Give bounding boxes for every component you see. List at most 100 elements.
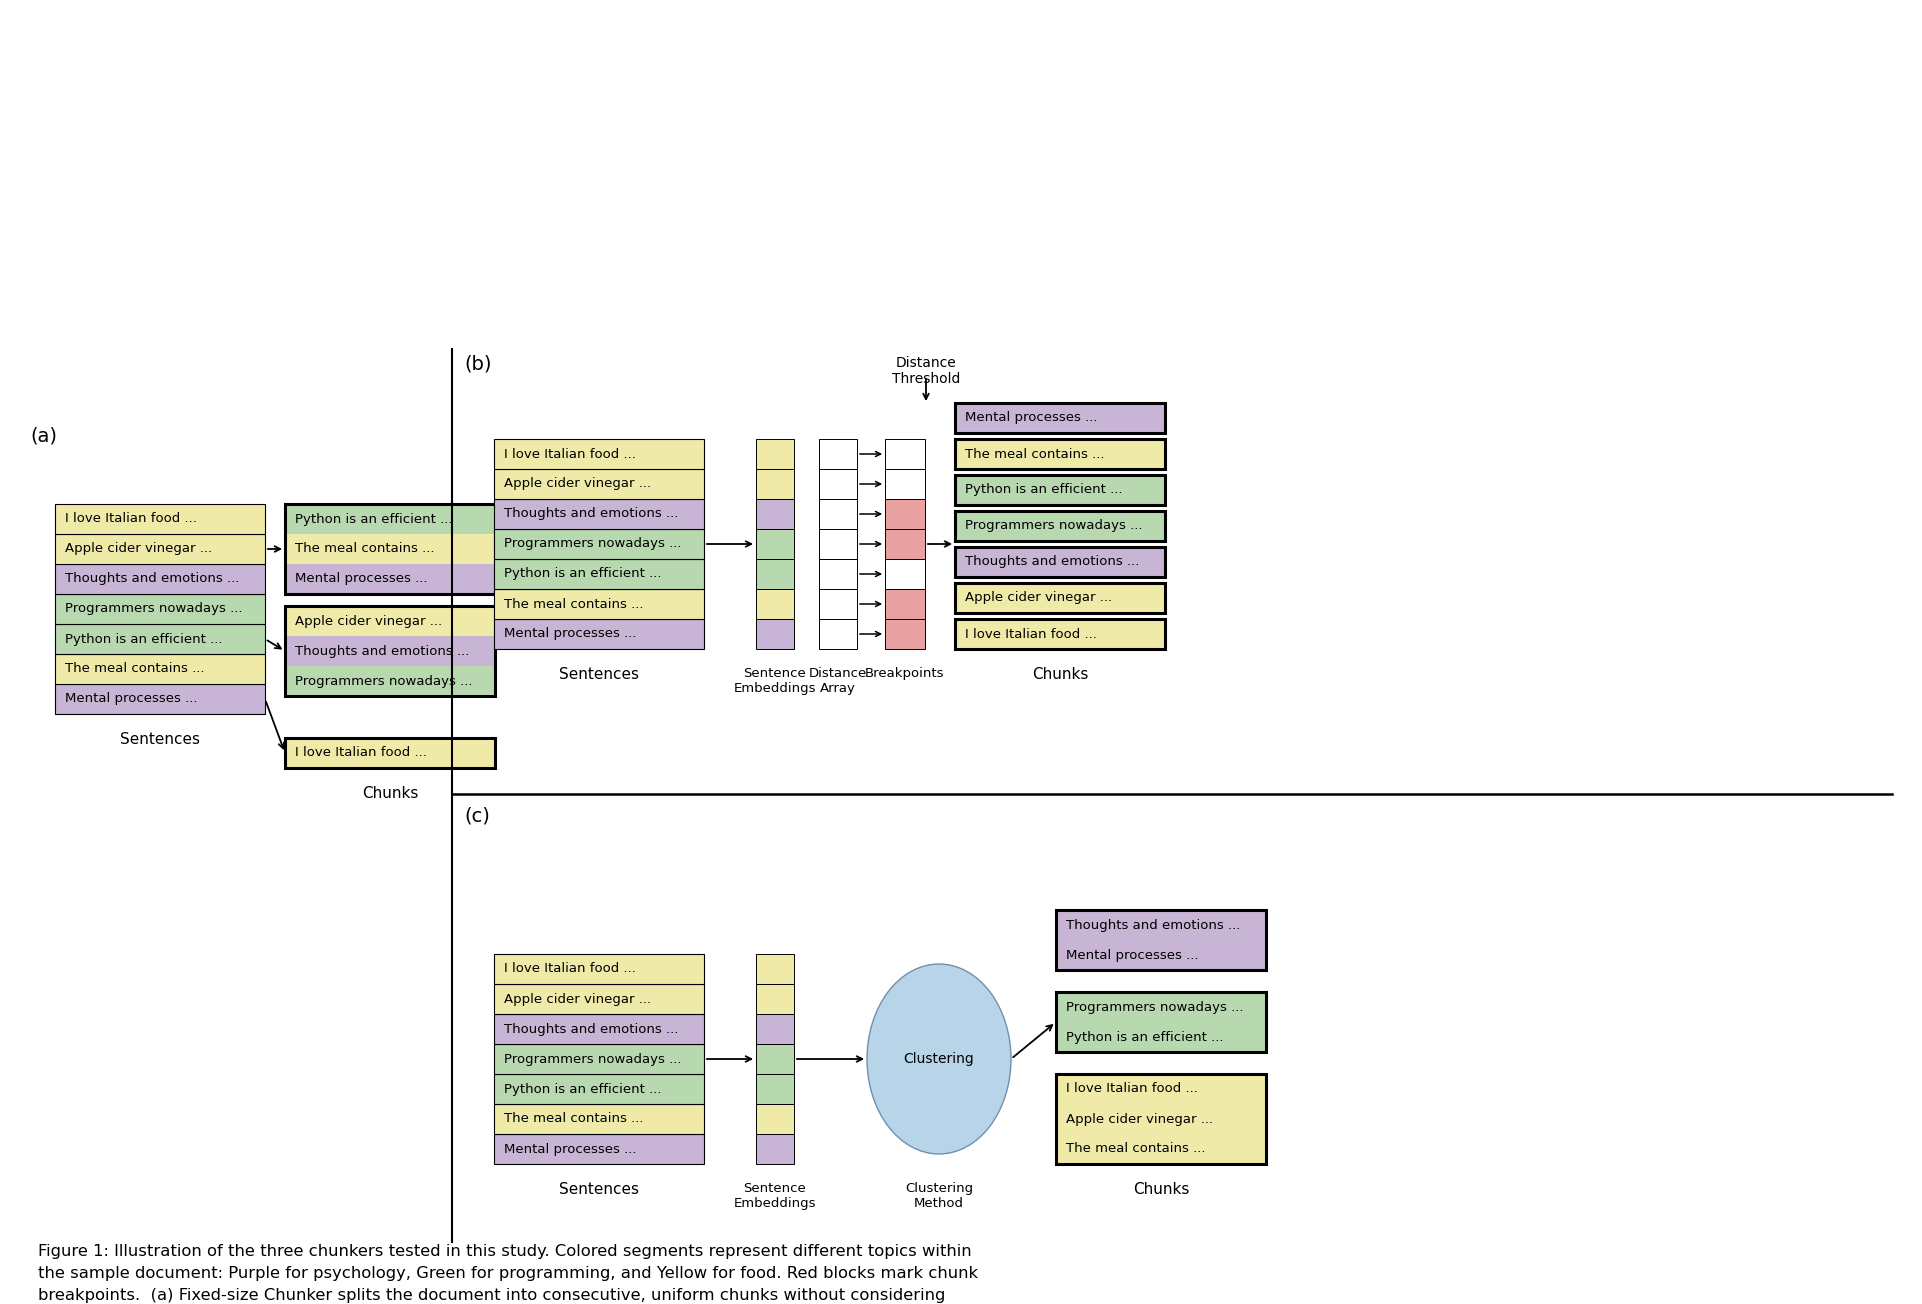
- Bar: [1055, 910, 1267, 940]
- Text: The meal contains ...: The meal contains ...: [504, 1112, 644, 1125]
- Text: Mental processes ...: Mental processes ...: [294, 572, 427, 585]
- Bar: [56, 685, 265, 715]
- Text: Sentences: Sentences: [559, 668, 638, 682]
- Text: Programmers nowadays ...: Programmers nowadays ...: [294, 674, 473, 687]
- Bar: [494, 955, 703, 985]
- Bar: [494, 1134, 703, 1164]
- Bar: [884, 529, 924, 559]
- Text: Python is an efficient ...: Python is an efficient ...: [1067, 1030, 1224, 1043]
- Bar: [819, 439, 857, 469]
- Text: Sentence
Embeddings: Sentence Embeddings: [734, 668, 817, 695]
- Bar: [755, 529, 794, 559]
- Text: Mental processes ...: Mental processes ...: [965, 412, 1097, 425]
- Bar: [284, 505, 496, 595]
- Bar: [755, 985, 794, 1015]
- Text: Chunks: Chunks: [1132, 1181, 1190, 1197]
- Bar: [955, 403, 1165, 433]
- Text: Mental processes ...: Mental processes ...: [1067, 948, 1199, 961]
- Text: (c): (c): [463, 806, 490, 825]
- Bar: [56, 655, 265, 685]
- Text: Distance
Threshold: Distance Threshold: [892, 356, 961, 386]
- Text: Mental processes ...: Mental processes ...: [65, 692, 198, 705]
- Bar: [56, 505, 265, 535]
- Text: Sentences: Sentences: [559, 1181, 638, 1197]
- Bar: [494, 1074, 703, 1104]
- Bar: [955, 511, 1165, 541]
- Bar: [955, 475, 1165, 505]
- Bar: [494, 1104, 703, 1134]
- Text: Thoughts and emotions ...: Thoughts and emotions ...: [65, 572, 240, 585]
- Text: Apple cider vinegar ...: Apple cider vinegar ...: [504, 992, 652, 1005]
- Text: Python is an efficient ...: Python is an efficient ...: [965, 484, 1122, 497]
- Bar: [284, 738, 496, 768]
- Text: The meal contains ...: The meal contains ...: [1067, 1142, 1205, 1155]
- Bar: [955, 583, 1165, 613]
- Bar: [494, 1045, 703, 1074]
- Text: I love Italian food ...: I love Italian food ...: [504, 447, 636, 460]
- Bar: [1055, 1104, 1267, 1134]
- Bar: [755, 1015, 794, 1045]
- Bar: [1055, 940, 1267, 970]
- Bar: [56, 595, 265, 625]
- Text: Programmers nowadays ...: Programmers nowadays ...: [504, 537, 682, 550]
- Text: Mental processes ...: Mental processes ...: [504, 1142, 636, 1155]
- Text: Programmers nowadays ...: Programmers nowadays ...: [1067, 1000, 1244, 1013]
- Text: Programmers nowadays ...: Programmers nowadays ...: [504, 1052, 682, 1065]
- Bar: [1055, 1022, 1267, 1052]
- Text: Programmers nowadays ...: Programmers nowadays ...: [965, 519, 1142, 532]
- Bar: [56, 625, 265, 655]
- Ellipse shape: [867, 964, 1011, 1154]
- Text: Programmers nowadays ...: Programmers nowadays ...: [65, 602, 242, 615]
- Text: Apple cider vinegar ...: Apple cider vinegar ...: [1067, 1112, 1213, 1125]
- Bar: [755, 439, 794, 469]
- Bar: [884, 619, 924, 649]
- Bar: [284, 738, 496, 768]
- Bar: [1055, 1074, 1267, 1164]
- Text: (b): (b): [463, 353, 492, 373]
- Text: Chunks: Chunks: [361, 786, 419, 801]
- Text: Breakpoints: Breakpoints: [865, 668, 946, 679]
- Bar: [755, 589, 794, 619]
- Bar: [955, 475, 1165, 505]
- Bar: [884, 469, 924, 499]
- Bar: [884, 589, 924, 619]
- Bar: [755, 499, 794, 529]
- Text: Thoughts and emotions ...: Thoughts and emotions ...: [504, 507, 678, 520]
- Bar: [284, 666, 496, 696]
- Text: I love Italian food ...: I love Italian food ...: [965, 627, 1097, 640]
- Bar: [284, 505, 496, 535]
- Bar: [955, 619, 1165, 649]
- Text: Thoughts and emotions ...: Thoughts and emotions ...: [1067, 918, 1240, 931]
- Text: Figure 1: Illustration of the three chunkers tested in this study. Colored segme: Figure 1: Illustration of the three chun…: [38, 1244, 978, 1304]
- Text: I love Italian food ...: I love Italian food ...: [294, 746, 427, 759]
- Bar: [955, 546, 1165, 576]
- Text: Mental processes ...: Mental processes ...: [504, 627, 636, 640]
- Bar: [56, 565, 265, 595]
- Bar: [284, 535, 496, 565]
- Text: I love Italian food ...: I love Italian food ...: [504, 962, 636, 975]
- Bar: [1055, 1134, 1267, 1164]
- Bar: [284, 606, 496, 636]
- Text: Clustering
Method: Clustering Method: [905, 1181, 973, 1210]
- Bar: [494, 469, 703, 499]
- Bar: [755, 1045, 794, 1074]
- Bar: [884, 439, 924, 469]
- Text: Distance
Array: Distance Array: [809, 668, 867, 695]
- Text: Thoughts and emotions ...: Thoughts and emotions ...: [965, 556, 1140, 569]
- Text: The meal contains ...: The meal contains ...: [965, 447, 1105, 460]
- Bar: [955, 403, 1165, 433]
- Bar: [955, 511, 1165, 541]
- Bar: [494, 439, 703, 469]
- Text: The meal contains ...: The meal contains ...: [504, 597, 644, 610]
- Bar: [494, 499, 703, 529]
- Bar: [755, 1134, 794, 1164]
- Bar: [955, 619, 1165, 649]
- Bar: [494, 589, 703, 619]
- Text: The meal contains ...: The meal contains ...: [294, 542, 434, 556]
- Bar: [494, 619, 703, 649]
- Bar: [755, 469, 794, 499]
- Text: Python is an efficient ...: Python is an efficient ...: [294, 512, 452, 526]
- Bar: [494, 985, 703, 1015]
- Bar: [494, 559, 703, 589]
- Text: The meal contains ...: The meal contains ...: [65, 662, 204, 675]
